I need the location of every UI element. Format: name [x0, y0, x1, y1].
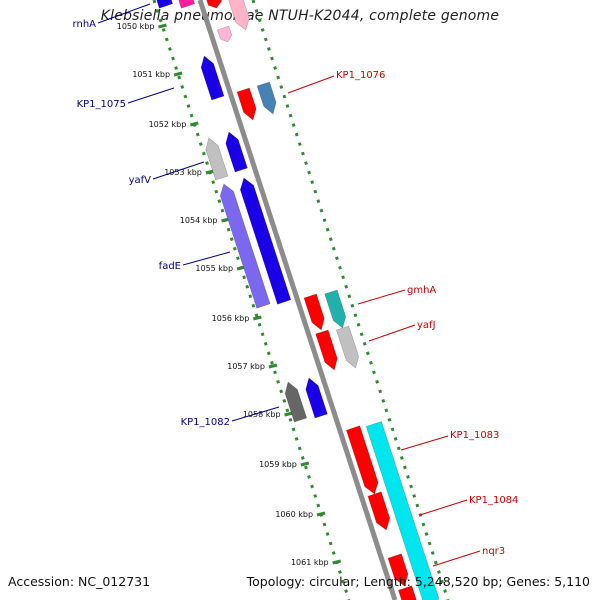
kbp-tick-label: 1061 kbp: [291, 558, 329, 567]
kbp-tick-label: 1055 kbp: [195, 264, 233, 273]
feature-layer: [156, 0, 440, 600]
feature-arrow-kp1-1082[interactable]: [305, 377, 328, 419]
gene-leader-line: [287, 75, 335, 94]
feature-arrow-yafj[interactable]: [315, 329, 338, 371]
gene-label-nqr3[interactable]: nqr3: [482, 546, 505, 557]
kbp-tick-label: 1057 kbp: [227, 362, 265, 371]
kbp-tick-label: 1053 kbp: [164, 168, 202, 177]
kbp-tick-label: 1056 kbp: [212, 314, 250, 323]
feature-arrow[interactable]: [256, 81, 277, 115]
kbp-tick-label: 1060 kbp: [275, 510, 313, 519]
feature-arrow-gmha[interactable]: [303, 293, 325, 331]
feature-arrow[interactable]: [227, 0, 250, 31]
feature-arrow[interactable]: [178, 0, 195, 9]
feature-arrow[interactable]: [336, 325, 360, 369]
kbp-tick: [300, 461, 310, 467]
kbp-tick-label: 1052 kbp: [149, 120, 187, 129]
feature-arrow[interactable]: [156, 0, 173, 9]
gene-leader-line: [182, 251, 231, 266]
feature-arrow[interactable]: [324, 289, 347, 329]
feature-arrow-fade[interactable]: [219, 183, 271, 309]
gene-label-kp1-1082[interactable]: KP1_1082: [181, 417, 230, 428]
gene-label-kp1-1075[interactable]: KP1_1075: [77, 99, 126, 110]
genome-summary-text: Topology: circular; Length: 5,248,520 bp…: [246, 574, 590, 589]
label-layer: rnhA KP1_1075 yafV fadE KP1_1082 KP1_1076 gmhA…: [73, 3, 518, 567]
kbp-tick: [189, 121, 199, 127]
gene-label-gmha[interactable]: gmhA: [407, 285, 436, 296]
gene-label-kp1-1083[interactable]: KP1_1083: [450, 430, 499, 441]
genome-title: Klebsiella pneumoniae NTUH-K2044, comple…: [100, 8, 500, 24]
kbp-tick-label: 1058 kbp: [243, 410, 281, 419]
gene-label-yafv[interactable]: yafV: [129, 175, 152, 186]
feature-arrow-kp1-1076[interactable]: [236, 87, 257, 121]
feature-arrow[interactable]: [398, 585, 417, 600]
kbp-tick-label: 1059 kbp: [259, 460, 297, 469]
feature-arrow[interactable]: [365, 421, 440, 600]
feature-arrow-kp1-1075[interactable]: [200, 55, 225, 101]
gene-leader-line: [357, 289, 406, 305]
feature-arrow[interactable]: [205, 0, 223, 9]
kbp-tick: [252, 315, 262, 321]
kbp-tick: [332, 559, 342, 565]
kbp-tick-label: 1051 kbp: [132, 70, 170, 79]
kbp-tick: [158, 23, 167, 29]
gene-leader-line: [419, 499, 468, 516]
feature-arrow-yafv[interactable]: [225, 131, 248, 173]
feature-arrow-kp1-1084[interactable]: [367, 491, 391, 531]
feature-arrow[interactable]: [217, 25, 233, 43]
gene-leader-line: [231, 406, 280, 422]
gene-label-kp1-1076[interactable]: KP1_1076: [336, 70, 385, 81]
kbp-tick-label: 1050 kbp: [117, 22, 155, 31]
tick-layer: 1050 kbp 1051 kbp 1052 kbp 1053 kbp 1054 kbp…: [117, 0, 450, 600]
scale-line-left: [152, 0, 351, 600]
gene-leader-line: [97, 3, 151, 24]
gene-leader-line: [368, 324, 416, 342]
kbp-tick: [284, 411, 293, 417]
feature-arrow[interactable]: [284, 381, 308, 423]
gene-label-rnha[interactable]: rnhA: [73, 19, 97, 30]
gene-leader-line: [127, 87, 175, 104]
gene-label-kp1-1084[interactable]: KP1_1084: [469, 495, 518, 506]
gene-leader-line: [152, 161, 205, 180]
feature-arrow-kp1-1083[interactable]: [346, 425, 379, 495]
kbp-tick: [205, 169, 215, 175]
feature-arrow[interactable]: [205, 137, 229, 181]
accession-text: Accession: NC_012731: [8, 574, 151, 589]
kbp-tick: [268, 363, 278, 369]
kbp-tick: [316, 511, 326, 517]
kbp-tick: [173, 71, 183, 77]
feature-arrow-nqr3[interactable]: [387, 553, 409, 587]
kbp-tick-label: 1054 kbp: [180, 216, 218, 225]
gene-leader-line: [400, 435, 449, 451]
gene-leader-line: [432, 550, 481, 567]
feature-arrow[interactable]: [239, 177, 292, 305]
gene-label-fade[interactable]: fadE: [159, 261, 181, 272]
gene-label-yafj[interactable]: yafJ: [417, 320, 436, 331]
genome-backbone: [197, 0, 398, 600]
